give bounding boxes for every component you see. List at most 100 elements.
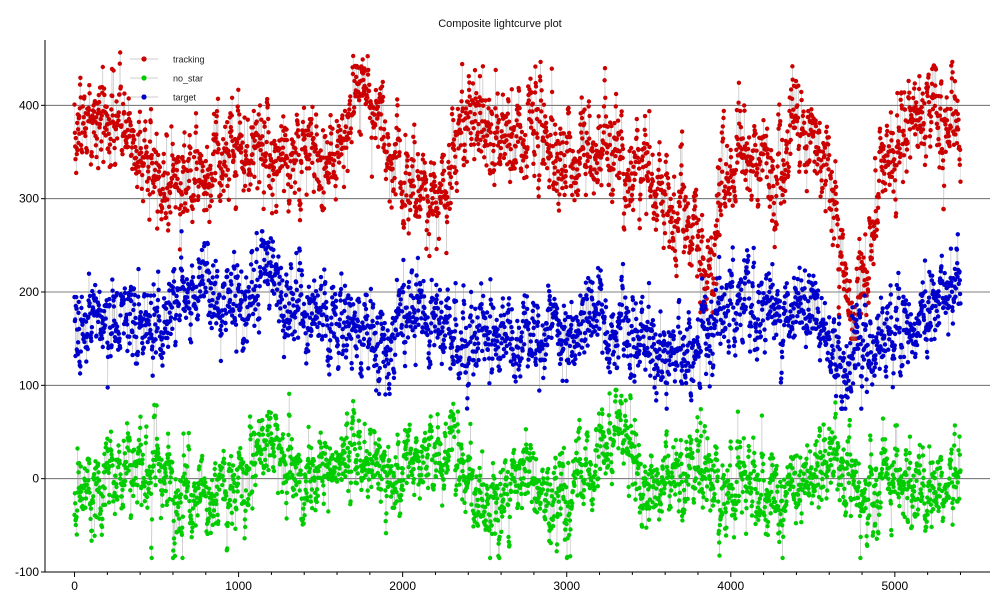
data-point	[865, 282, 869, 286]
data-point	[641, 154, 645, 158]
data-point	[584, 165, 588, 169]
data-point	[777, 530, 781, 534]
data-point	[671, 239, 675, 243]
data-point	[674, 264, 678, 268]
data-point	[87, 490, 91, 494]
data-point	[213, 171, 217, 175]
data-point	[299, 472, 303, 476]
data-point	[419, 450, 423, 454]
data-point	[370, 175, 374, 179]
data-point	[571, 149, 575, 153]
data-point	[310, 487, 314, 491]
data-point	[705, 498, 709, 502]
data-point	[170, 153, 174, 157]
data-point	[407, 428, 411, 432]
data-point	[218, 199, 222, 203]
data-point	[110, 94, 114, 98]
data-point	[556, 494, 560, 498]
data-point	[917, 74, 921, 78]
data-point	[260, 418, 264, 422]
data-point	[736, 455, 740, 459]
data-point	[585, 159, 589, 163]
data-point	[882, 172, 886, 176]
data-point	[752, 459, 756, 463]
data-point	[236, 482, 240, 486]
data-point	[253, 432, 257, 436]
data-point	[322, 502, 326, 506]
data-point	[724, 162, 728, 166]
data-point	[213, 178, 217, 182]
data-point	[783, 509, 787, 513]
data-point	[533, 153, 537, 157]
data-point	[349, 140, 353, 144]
data-point	[151, 463, 155, 467]
data-point	[91, 501, 95, 505]
data-point	[780, 499, 784, 503]
data-point	[633, 172, 637, 176]
data-point	[156, 451, 160, 455]
data-point	[204, 494, 208, 498]
data-point	[583, 446, 587, 450]
data-point	[214, 502, 218, 506]
data-point	[373, 123, 377, 127]
data-point	[319, 148, 323, 152]
data-point	[949, 63, 953, 67]
data-point	[166, 228, 170, 232]
data-point	[940, 147, 944, 151]
data-point	[824, 162, 828, 166]
data-point	[833, 180, 837, 184]
data-point	[232, 154, 236, 158]
data-point	[782, 200, 786, 204]
data-point	[807, 158, 811, 162]
data-point	[120, 494, 124, 498]
data-point	[497, 556, 501, 560]
data-point	[488, 519, 492, 523]
data-point	[494, 510, 498, 514]
data-point	[372, 113, 376, 117]
data-point	[502, 509, 506, 513]
data-point	[884, 133, 888, 137]
data-point	[107, 117, 111, 121]
data-point	[306, 128, 310, 132]
data-point	[199, 153, 203, 157]
data-point	[412, 140, 416, 144]
data-point	[149, 107, 153, 111]
data-point	[340, 113, 344, 117]
data-point	[575, 451, 579, 455]
data-point	[222, 160, 226, 164]
data-point	[410, 178, 414, 182]
data-point	[79, 143, 83, 147]
data-point	[210, 199, 214, 203]
data-point	[499, 530, 503, 534]
data-point	[921, 127, 925, 131]
data-point	[149, 481, 153, 485]
data-point	[659, 502, 663, 506]
data-point	[418, 496, 422, 500]
data-point	[392, 506, 396, 510]
data-point	[430, 429, 434, 433]
data-point	[271, 465, 275, 469]
data-point	[731, 486, 735, 490]
data-point	[90, 113, 94, 117]
data-point	[585, 434, 589, 438]
data-point	[728, 192, 732, 196]
data-point	[744, 506, 748, 510]
data-point	[747, 444, 751, 448]
data-point	[742, 464, 746, 468]
data-point	[182, 143, 186, 147]
data-point	[525, 145, 529, 149]
data-point	[720, 512, 724, 516]
data-point	[160, 504, 164, 508]
data-point	[90, 529, 94, 533]
data-point	[241, 460, 245, 464]
data-point	[348, 99, 352, 103]
data-point	[478, 111, 482, 115]
data-point	[495, 486, 499, 490]
data-point	[78, 76, 82, 80]
data-point	[741, 490, 745, 494]
data-point	[725, 171, 729, 175]
data-point	[129, 153, 133, 157]
data-point	[210, 478, 214, 482]
data-point	[335, 479, 339, 483]
data-point	[351, 418, 355, 422]
